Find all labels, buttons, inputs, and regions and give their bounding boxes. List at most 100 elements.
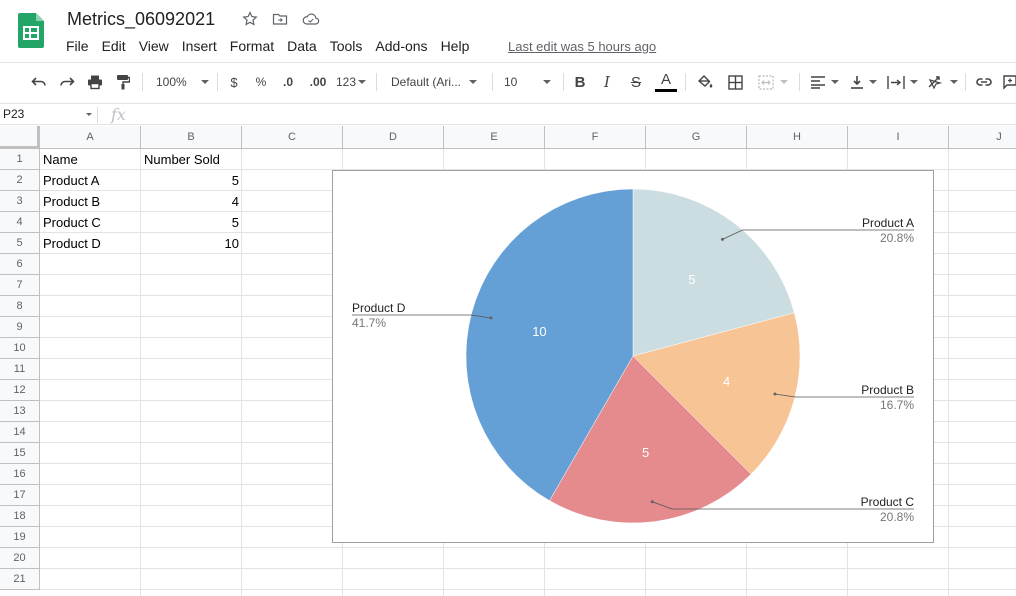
- percent-format-button[interactable]: %: [255, 75, 267, 89]
- column-header-f[interactable]: F: [545, 126, 646, 149]
- row-header[interactable]: 19: [0, 527, 40, 548]
- print-icon[interactable]: [86, 72, 104, 92]
- pie-slice[interactable]: [549, 355, 752, 524]
- row-header[interactable]: 5: [0, 233, 40, 254]
- fill-color-icon[interactable]: [696, 72, 714, 92]
- table-cell-name[interactable]: Product D: [43, 236, 101, 251]
- chevron-down-icon: [200, 80, 209, 84]
- redo-icon[interactable]: [58, 72, 76, 92]
- leader-line: [352, 314, 492, 319]
- row-header[interactable]: 3: [0, 191, 40, 212]
- document-title[interactable]: Metrics_06092021: [67, 9, 216, 29]
- increase-decimal-button[interactable]: .00: [309, 75, 327, 89]
- row-header[interactable]: 12: [0, 380, 40, 401]
- borders-icon[interactable]: [726, 72, 744, 92]
- text-rotation-icon[interactable]: [926, 72, 958, 92]
- menu-file[interactable]: File: [66, 38, 89, 54]
- row-header[interactable]: 13: [0, 401, 40, 422]
- formula-separator: [97, 107, 98, 123]
- row-header[interactable]: 21: [0, 569, 40, 590]
- more-formats-button[interactable]: 123: [335, 72, 367, 92]
- menu-insert[interactable]: Insert: [181, 38, 217, 54]
- pie-chart[interactable]: 5 Product A 20.8% 4 Product B 16.7% 5 Product C…: [332, 170, 934, 543]
- strikethrough-button[interactable]: S: [630, 73, 641, 91]
- paint-format-icon[interactable]: [114, 72, 132, 92]
- toolbar-divider: [0, 62, 1016, 63]
- pie-slice[interactable]: [465, 188, 634, 501]
- merge-cells-icon[interactable]: [756, 72, 790, 92]
- row-header[interactable]: 14: [0, 422, 40, 443]
- menu-addons[interactable]: Add-ons: [375, 38, 428, 54]
- menu-data[interactable]: Data: [287, 38, 317, 54]
- row-header[interactable]: 4: [0, 212, 40, 233]
- horizontal-align-icon[interactable]: [808, 72, 840, 92]
- row-header[interactable]: 1: [0, 149, 40, 170]
- row-header[interactable]: 9: [0, 317, 40, 338]
- row-header[interactable]: 6: [0, 254, 40, 275]
- select-all-corner[interactable]: [0, 126, 40, 149]
- row-header[interactable]: 7: [0, 275, 40, 296]
- pie-slice[interactable]: [632, 188, 795, 357]
- cell-a1[interactable]: Name: [43, 152, 78, 167]
- currency-format-button[interactable]: $: [230, 74, 238, 90]
- move-folder-icon[interactable]: [272, 11, 288, 27]
- table-cell-name[interactable]: Product B: [43, 194, 101, 209]
- table-cell-name[interactable]: Product A: [43, 173, 100, 188]
- table-cell-number[interactable]: 5: [231, 215, 239, 230]
- table-cell-name[interactable]: Product C: [43, 215, 101, 230]
- row-header[interactable]: 20: [0, 548, 40, 569]
- column-header-d[interactable]: D: [343, 126, 444, 149]
- cloud-status-icon[interactable]: [302, 11, 320, 27]
- column-header-b[interactable]: B: [141, 126, 242, 149]
- menu-format[interactable]: Format: [229, 38, 275, 54]
- bold-button[interactable]: B: [574, 73, 586, 91]
- chevron-down-icon[interactable]: [86, 113, 92, 116]
- sheets-logo-icon[interactable]: [18, 13, 44, 48]
- font-family-value: Default (Ari...: [391, 75, 462, 89]
- pie-slice[interactable]: [632, 312, 801, 475]
- menu-help[interactable]: Help: [440, 38, 470, 54]
- name-box[interactable]: P23: [3, 107, 25, 121]
- zoom-select[interactable]: 100%: [156, 72, 211, 92]
- column-header-g[interactable]: G: [646, 126, 747, 149]
- decrease-decimal-button[interactable]: .0: [282, 75, 293, 89]
- row-header[interactable]: 17: [0, 485, 40, 506]
- row-header[interactable]: 15: [0, 443, 40, 464]
- column-header-e[interactable]: E: [444, 126, 545, 149]
- vertical-align-icon[interactable]: [848, 72, 878, 92]
- insert-comment-icon[interactable]: [1002, 72, 1016, 92]
- row-header[interactable]: 16: [0, 464, 40, 485]
- font-size-select[interactable]: 10: [504, 72, 554, 92]
- menu-view[interactable]: View: [138, 38, 169, 54]
- undo-icon[interactable]: [30, 72, 48, 92]
- toolbar-separator: [376, 73, 377, 91]
- font-family-select[interactable]: Default (Ari...: [391, 72, 481, 92]
- grid-column-line: [140, 149, 141, 596]
- row-header[interactable]: 11: [0, 359, 40, 380]
- table-cell-number[interactable]: 5: [231, 173, 239, 188]
- text-color-button[interactable]: A: [655, 72, 677, 92]
- chevron-down-icon: [358, 80, 367, 84]
- row-header[interactable]: 18: [0, 506, 40, 527]
- row-header[interactable]: 2: [0, 170, 40, 191]
- star-icon[interactable]: [242, 11, 258, 27]
- table-cell-number[interactable]: 4: [231, 194, 239, 209]
- column-header-a[interactable]: A: [40, 126, 141, 149]
- table-cell-number[interactable]: 10: [224, 236, 239, 251]
- grid-row-line: [40, 568, 1016, 569]
- last-edit-link[interactable]: Last edit was 5 hours ago: [508, 39, 657, 54]
- row-header[interactable]: 10: [0, 338, 40, 359]
- column-header-i[interactable]: I: [848, 126, 949, 149]
- text-wrapping-icon[interactable]: [885, 72, 919, 92]
- slice-name-label: Product B: [861, 383, 914, 397]
- column-header-j[interactable]: J: [949, 126, 1016, 149]
- italic-button[interactable]: I: [604, 73, 610, 91]
- row-header[interactable]: 8: [0, 296, 40, 317]
- cell-b1[interactable]: Number Sold: [144, 152, 220, 167]
- column-header-c[interactable]: C: [242, 126, 343, 149]
- insert-link-icon[interactable]: [974, 72, 994, 92]
- column-header-h[interactable]: H: [747, 126, 848, 149]
- menu-tools[interactable]: Tools: [329, 38, 363, 54]
- menu-edit[interactable]: Edit: [101, 38, 126, 54]
